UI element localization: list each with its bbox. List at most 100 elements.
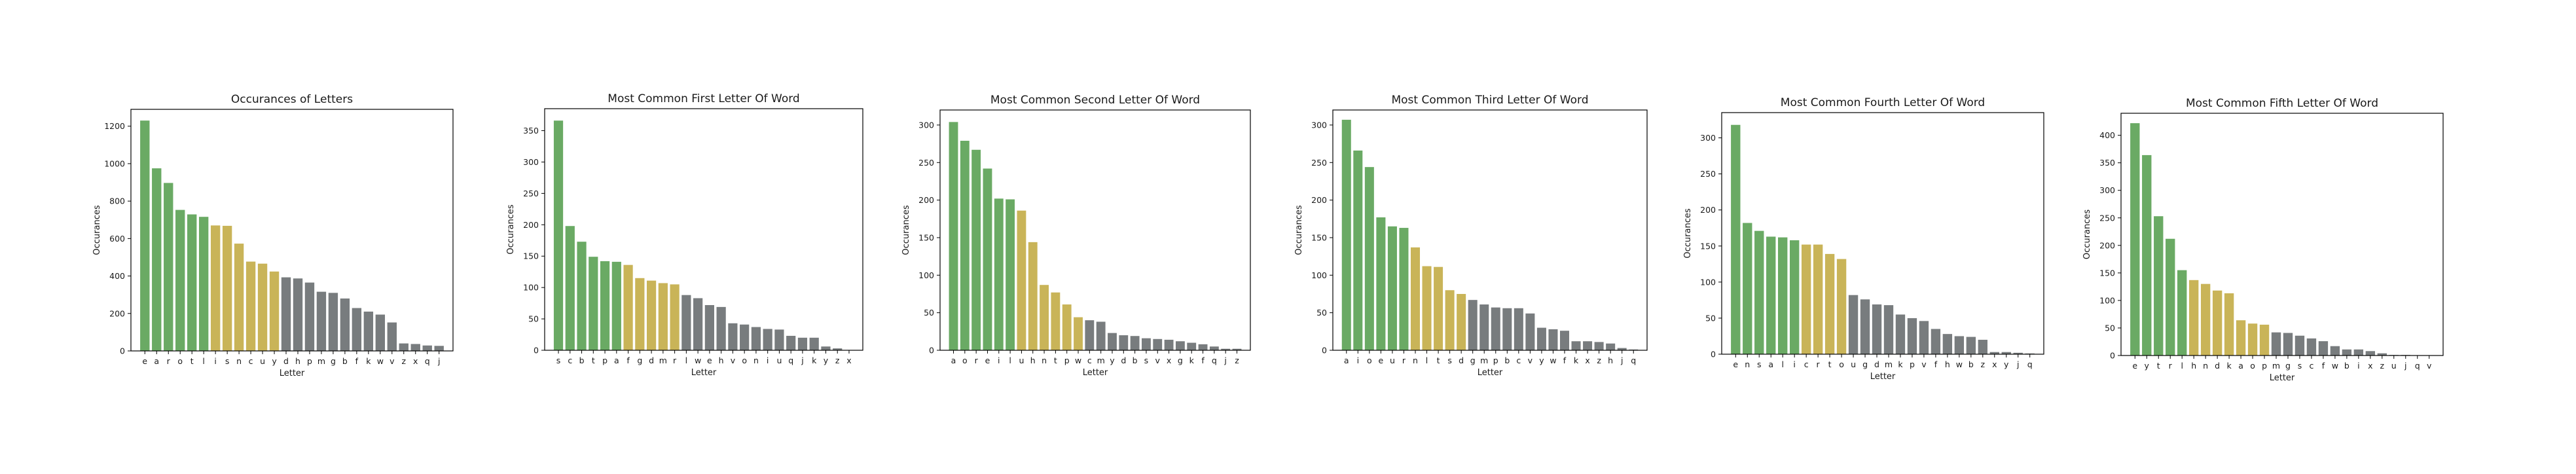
x-tick-label: l xyxy=(202,356,204,366)
x-tick-label: o xyxy=(962,356,968,365)
x-tick-label: j xyxy=(1620,356,1623,365)
x-tick-label: t xyxy=(1054,356,1057,365)
bar-w xyxy=(2330,346,2340,356)
y-tick-label: 0 xyxy=(1322,346,1327,356)
bar-s xyxy=(1445,290,1455,350)
x-tick-label: e xyxy=(707,356,712,365)
bar-i xyxy=(763,329,772,350)
bar-c xyxy=(565,226,575,350)
bar-s xyxy=(553,120,564,350)
chart-panel-1: e a r o t l i s n c u y d h p m g b f k w v z x q j 0 200 400 600 800 1… xyxy=(92,93,454,378)
bar-n xyxy=(751,327,761,350)
y-tick-label: 200 xyxy=(1700,205,1716,215)
bar-l xyxy=(681,295,691,350)
x-tick-label: i xyxy=(1357,356,1359,365)
x-tick-label: i xyxy=(2357,361,2359,371)
x-tick-label: m xyxy=(317,356,325,366)
x-tick-label: p xyxy=(1910,359,1915,369)
x-tick-label: h xyxy=(1608,356,1613,365)
bar-l xyxy=(2177,270,2187,356)
x-tick-label: u xyxy=(1390,356,1395,365)
y-tick-label: 800 xyxy=(109,196,125,206)
x-tick-label: l xyxy=(2181,361,2183,371)
bar-d xyxy=(2212,290,2222,356)
x-tick-label: n xyxy=(2203,361,2208,371)
x-tick-label: z xyxy=(1981,359,1986,369)
x-tick-label: r xyxy=(167,356,171,366)
y-tick-label: 300 xyxy=(2099,185,2115,195)
bar-b xyxy=(2342,349,2352,356)
bar-i xyxy=(210,225,221,351)
bar-m xyxy=(658,283,668,350)
bar-d xyxy=(646,280,657,350)
bar-n xyxy=(1410,247,1421,350)
x-tick-label: a xyxy=(1344,356,1349,365)
y-tick-label: 300 xyxy=(1700,133,1716,143)
bar-x xyxy=(1164,339,1174,350)
bar-z xyxy=(399,343,408,351)
x-tick-label: h xyxy=(295,356,300,366)
x-tick-label: g xyxy=(1470,356,1476,365)
bar-q xyxy=(786,335,796,350)
x-tick-label: m xyxy=(2272,361,2280,371)
bar-w xyxy=(375,314,386,351)
x-axis-label: Letter xyxy=(691,368,717,378)
x-tick-label: v xyxy=(1155,356,1161,365)
x-tick-label: g xyxy=(1178,356,1183,365)
y-axis-label: Occurances xyxy=(92,205,102,255)
x-tick-label: u xyxy=(1851,359,1856,369)
x-tick-label: f xyxy=(1563,356,1567,365)
bar-t xyxy=(1434,266,1443,350)
bar-j xyxy=(797,337,808,350)
bar-o xyxy=(175,210,185,351)
x-tick-label: p xyxy=(307,356,312,366)
x-tick-label: n xyxy=(753,356,759,365)
bar-r xyxy=(1813,244,1823,354)
x-tick-label: e xyxy=(2132,361,2137,371)
x-tick-label: t xyxy=(592,356,595,365)
bar-m xyxy=(316,291,327,351)
axes-frame xyxy=(1721,112,2044,355)
y-tick-label: 50 xyxy=(924,308,934,318)
bar-y xyxy=(1536,327,1546,350)
y-tick-label: 100 xyxy=(918,270,934,280)
x-tick-label: o xyxy=(742,356,747,365)
bar-k xyxy=(1571,341,1581,350)
x-tick-label: b xyxy=(1968,359,1974,369)
bar-a xyxy=(1766,236,1776,354)
x-tick-label: s xyxy=(1757,359,1762,369)
x-tick-label: a xyxy=(614,356,619,365)
bar-y xyxy=(1108,333,1117,350)
y-tick-label: 150 xyxy=(1311,232,1327,242)
bar-w xyxy=(1954,336,1965,354)
x-tick-label: c xyxy=(1087,356,1092,365)
y-axis-label: Occurances xyxy=(1294,205,1304,255)
bar-p xyxy=(1907,318,1917,354)
x-tick-label: w xyxy=(1550,356,1556,365)
y-tick-label: 150 xyxy=(1700,241,1716,251)
bar-e xyxy=(140,120,150,351)
x-tick-label: h xyxy=(2191,361,2196,371)
x-tick-label: i xyxy=(214,356,216,366)
y-tick-label: 0 xyxy=(2110,351,2115,361)
bar-o xyxy=(740,324,750,350)
y-tick-label: 300 xyxy=(523,157,539,167)
axes-frame xyxy=(544,108,863,351)
y-tick-label: 350 xyxy=(523,126,539,136)
y-tick-label: 0 xyxy=(929,346,934,356)
x-tick-label: d xyxy=(1459,356,1464,365)
x-tick-label: r xyxy=(673,356,677,365)
y-tick-label: 100 xyxy=(523,283,539,293)
bar-t xyxy=(187,214,197,351)
bar-y xyxy=(269,271,280,351)
axes-frame xyxy=(939,109,1251,351)
bar-s xyxy=(1754,230,1764,354)
y-tick-label: 50 xyxy=(1705,313,1716,323)
x-tick-label: s xyxy=(1447,356,1452,365)
chart-title: Occurances of Letters xyxy=(231,93,353,106)
bar-x xyxy=(1583,341,1593,350)
bar-g xyxy=(1468,300,1478,350)
bar-v xyxy=(387,322,397,351)
x-tick-label: e xyxy=(985,356,990,365)
bar-b xyxy=(577,242,587,350)
